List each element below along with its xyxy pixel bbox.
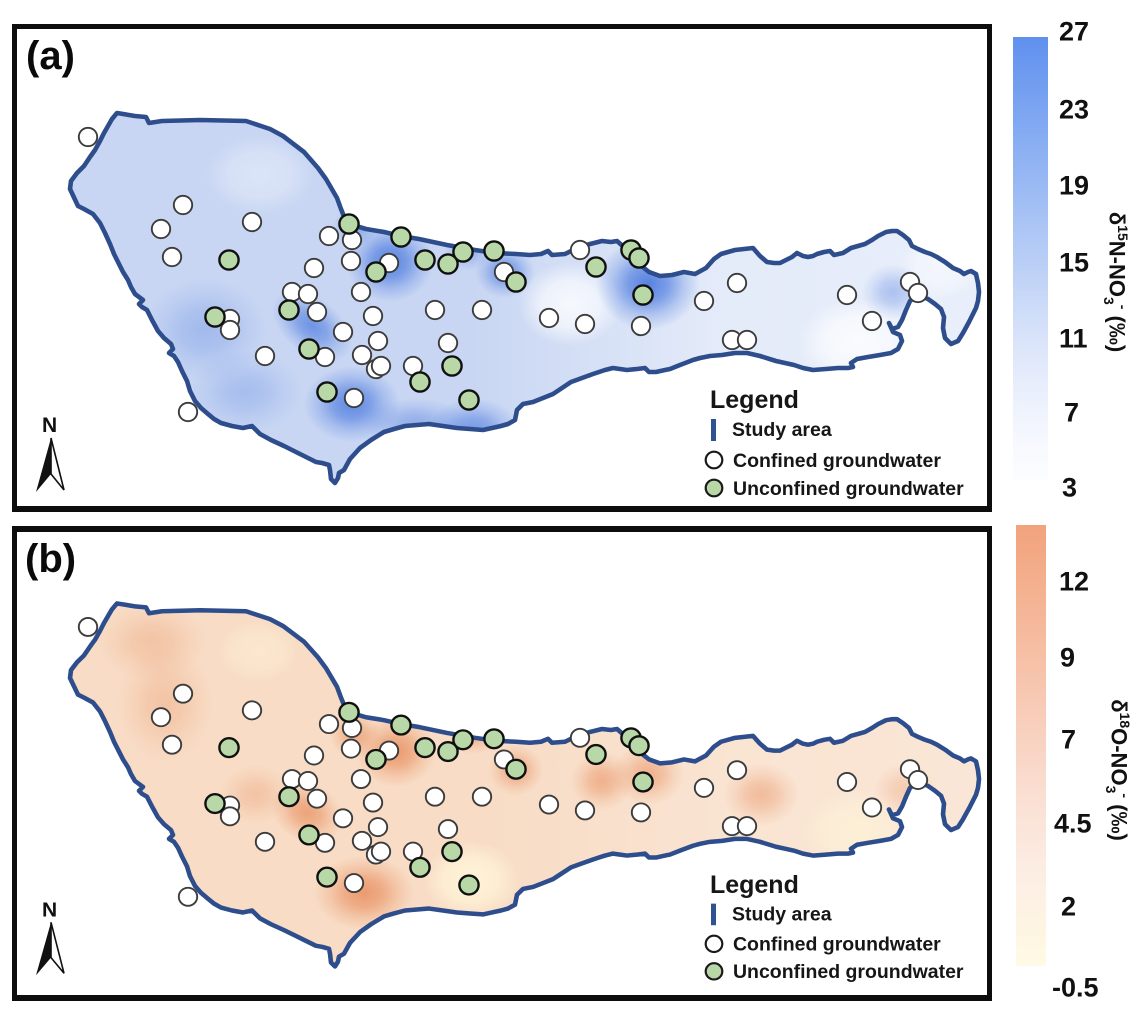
svg-text:Legend: Legend bbox=[710, 386, 799, 414]
svg-text:N: N bbox=[42, 414, 57, 437]
svg-text:N: N bbox=[42, 899, 57, 922]
svg-text:Confined groundwater: Confined groundwater bbox=[733, 450, 941, 472]
svg-text:Legend: Legend bbox=[710, 872, 799, 899]
svg-text:Confined groundwater: Confined groundwater bbox=[733, 935, 941, 956]
svg-text:Unconfined groundwater: Unconfined groundwater bbox=[733, 478, 964, 500]
svg-text:Study area: Study area bbox=[732, 904, 832, 925]
svg-text:Study area: Study area bbox=[732, 419, 832, 441]
svg-text:Unconfined groundwater: Unconfined groundwater bbox=[733, 962, 964, 983]
